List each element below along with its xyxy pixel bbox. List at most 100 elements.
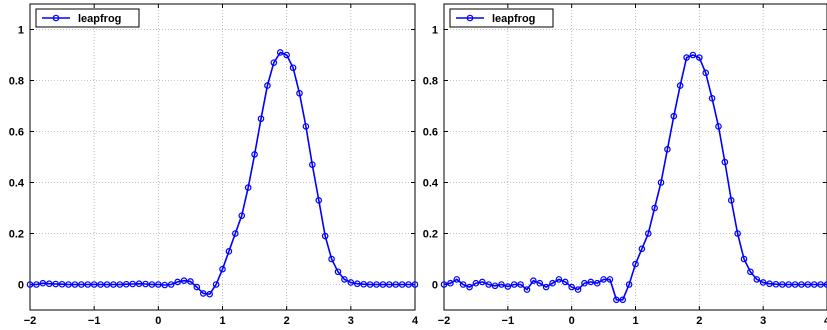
data-point bbox=[574, 286, 582, 293]
data-point bbox=[26, 281, 34, 288]
chart-panel-2: −2 −1 0 1 2 3 4 0 0.2 0.4 0.6 0.8 1 leapfrog bbox=[423, 3, 827, 327]
y-tick-label: 0.6 bbox=[9, 127, 24, 139]
data-point bbox=[155, 281, 162, 288]
y-tick-label: 0.6 bbox=[423, 127, 438, 139]
data-point bbox=[257, 115, 265, 123]
data-point bbox=[251, 151, 258, 158]
data-point bbox=[747, 268, 754, 276]
y-tick-label: 0.8 bbox=[9, 76, 24, 88]
y-tick-label: 1 bbox=[18, 25, 24, 37]
data-point bbox=[206, 290, 213, 298]
data-point bbox=[411, 281, 419, 288]
data-point bbox=[593, 279, 601, 287]
data-point bbox=[542, 283, 550, 291]
data-point bbox=[613, 296, 620, 304]
data-point bbox=[453, 276, 461, 283]
data-point bbox=[135, 280, 143, 288]
data-point bbox=[321, 232, 329, 240]
data-point bbox=[791, 281, 799, 288]
data-point bbox=[504, 283, 512, 290]
data-point bbox=[517, 281, 524, 288]
y-tick-label: 0.2 bbox=[9, 229, 24, 241]
data-point bbox=[212, 281, 220, 288]
data-point bbox=[309, 161, 316, 168]
data-point bbox=[238, 212, 246, 219]
data-point bbox=[478, 278, 486, 286]
data-point bbox=[727, 197, 735, 204]
data-point bbox=[161, 281, 169, 289]
data-point bbox=[740, 255, 748, 263]
x-tick-label: −2 bbox=[438, 315, 451, 327]
data-point bbox=[219, 265, 226, 273]
data-point bbox=[122, 280, 130, 288]
data-point bbox=[71, 281, 79, 288]
series-line-leapfrog bbox=[30, 51, 415, 296]
data-point bbox=[702, 69, 710, 77]
y-tick-label: 0.4 bbox=[9, 178, 25, 190]
data-point bbox=[296, 89, 303, 97]
series-line-leapfrog bbox=[443, 54, 827, 301]
data-point bbox=[734, 230, 741, 237]
data-point bbox=[90, 281, 98, 288]
data-point bbox=[785, 281, 793, 288]
data-point bbox=[708, 95, 716, 102]
data-point bbox=[619, 296, 627, 304]
x-tick-label: 0 bbox=[569, 315, 575, 327]
data-point bbox=[65, 281, 72, 288]
data-point bbox=[715, 123, 722, 130]
data-point bbox=[600, 276, 607, 283]
data-point bbox=[116, 281, 124, 288]
data-point bbox=[167, 281, 175, 288]
data-point bbox=[270, 59, 278, 66]
data-point bbox=[341, 276, 348, 283]
data-point bbox=[549, 279, 556, 287]
data-point bbox=[373, 281, 380, 288]
data-point bbox=[148, 281, 156, 288]
x-tick-label: 1 bbox=[219, 315, 225, 327]
data-point bbox=[766, 280, 773, 288]
data-point bbox=[644, 230, 652, 237]
legend-label: leapfrog bbox=[492, 13, 535, 25]
data-point bbox=[283, 51, 290, 59]
x-tick-label: 2 bbox=[696, 315, 702, 327]
legend-box bbox=[449, 8, 554, 28]
data-point bbox=[759, 279, 767, 286]
data-point bbox=[632, 260, 639, 268]
data-point bbox=[466, 283, 473, 291]
data-point bbox=[315, 197, 323, 204]
data-point bbox=[347, 279, 355, 286]
y-tick-label: 0.4 bbox=[423, 178, 439, 190]
data-point bbox=[392, 281, 400, 288]
data-point bbox=[530, 277, 537, 284]
data-point bbox=[84, 281, 92, 288]
data-point bbox=[625, 281, 633, 288]
y-tick-label: 0.8 bbox=[423, 76, 438, 88]
data-point bbox=[302, 123, 310, 130]
legend-marker bbox=[52, 14, 60, 22]
data-point bbox=[142, 280, 149, 288]
data-point bbox=[568, 283, 575, 291]
data-point bbox=[174, 278, 181, 286]
x-tick-label: 0 bbox=[155, 315, 161, 327]
y-tick-label: 0.2 bbox=[423, 229, 438, 241]
data-point bbox=[696, 54, 703, 61]
data-point bbox=[772, 280, 780, 288]
data-point bbox=[447, 279, 454, 287]
data-point bbox=[199, 290, 207, 297]
data-point bbox=[232, 230, 239, 237]
data-point bbox=[485, 281, 492, 288]
y-tick-label: 0 bbox=[18, 280, 24, 292]
data-point bbox=[193, 283, 201, 291]
data-point bbox=[58, 280, 66, 288]
data-point bbox=[187, 278, 194, 285]
data-point bbox=[129, 280, 136, 288]
data-point bbox=[523, 286, 531, 293]
data-point bbox=[386, 281, 393, 288]
x-tick-label: −1 bbox=[502, 315, 515, 327]
data-point bbox=[276, 49, 284, 56]
data-point bbox=[97, 281, 104, 288]
legend-label: leapfrog bbox=[78, 13, 121, 25]
data-point bbox=[657, 179, 665, 186]
data-point bbox=[353, 280, 361, 288]
